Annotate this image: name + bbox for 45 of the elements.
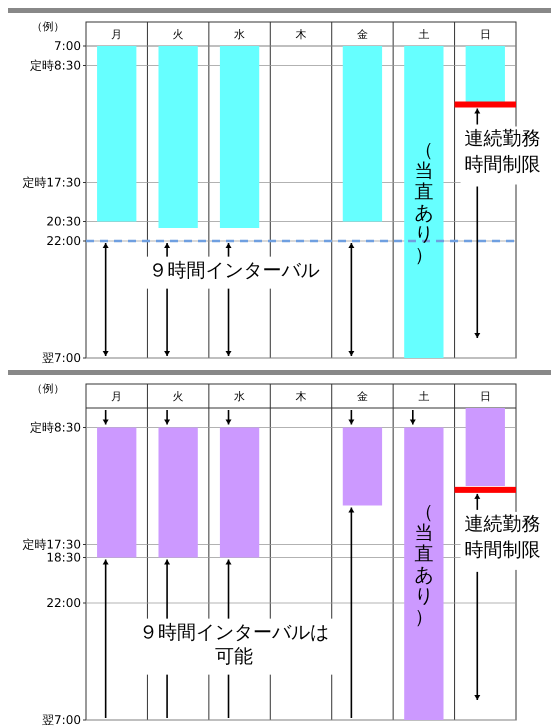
text: （例） [32,20,64,33]
y-tick-label: 20:30 [46,214,81,229]
annotation: ９時間インターバル [148,260,320,282]
bar [220,428,260,558]
y-tick-label: 翌7:00 [42,713,81,726]
annotation: （当直あり） [414,500,434,628]
x-tick-label: 日 [480,390,491,403]
ref-line-label: 連続勤務時間制限 [464,128,541,176]
x-tick-label: 月 [111,28,122,41]
x-tick-label: 木 [296,390,306,403]
bar [466,408,505,486]
bar [97,428,136,558]
annotation: （当直あり） [414,138,434,266]
y-tick-label: 22:00 [46,234,81,248]
ref-line-label: 連続勤務時間制限 [464,512,541,561]
bar [404,428,444,720]
y-tick-label: 7:00 [54,39,81,54]
x-tick-label: 火 [172,28,184,41]
annotation: ９時間インターバルは可能 [138,622,329,668]
y-tick-label: 定時17:30 [22,176,81,190]
bar [158,428,198,558]
y-tick-label: 22:00 [46,596,81,610]
text: （例） [32,382,64,395]
bar [158,46,198,228]
y-tick-label: 定時8:30 [30,420,81,435]
x-tick-label: 金 [356,390,368,403]
x-tick-label: 火 [172,390,184,403]
bar [342,428,382,506]
x-tick-label: 日 [480,28,491,41]
x-tick-label: 月 [111,390,122,403]
bar [466,46,505,102]
x-tick-label: 金 [356,28,368,41]
y-tick-label: 定時8:30 [30,58,81,73]
bar [220,46,260,228]
x-tick-label: 水 [234,28,246,41]
bar [404,46,444,358]
x-tick-label: 水 [234,390,246,403]
bar [97,46,136,222]
bar [342,46,382,222]
x-tick-label: 土 [418,390,430,403]
y-tick-label: 翌7:00 [42,351,81,366]
y-tick-label: 18:30 [46,550,81,565]
x-tick-label: 土 [418,28,430,41]
y-tick-label: 定時17:30 [22,538,81,552]
x-tick-label: 木 [296,28,306,41]
